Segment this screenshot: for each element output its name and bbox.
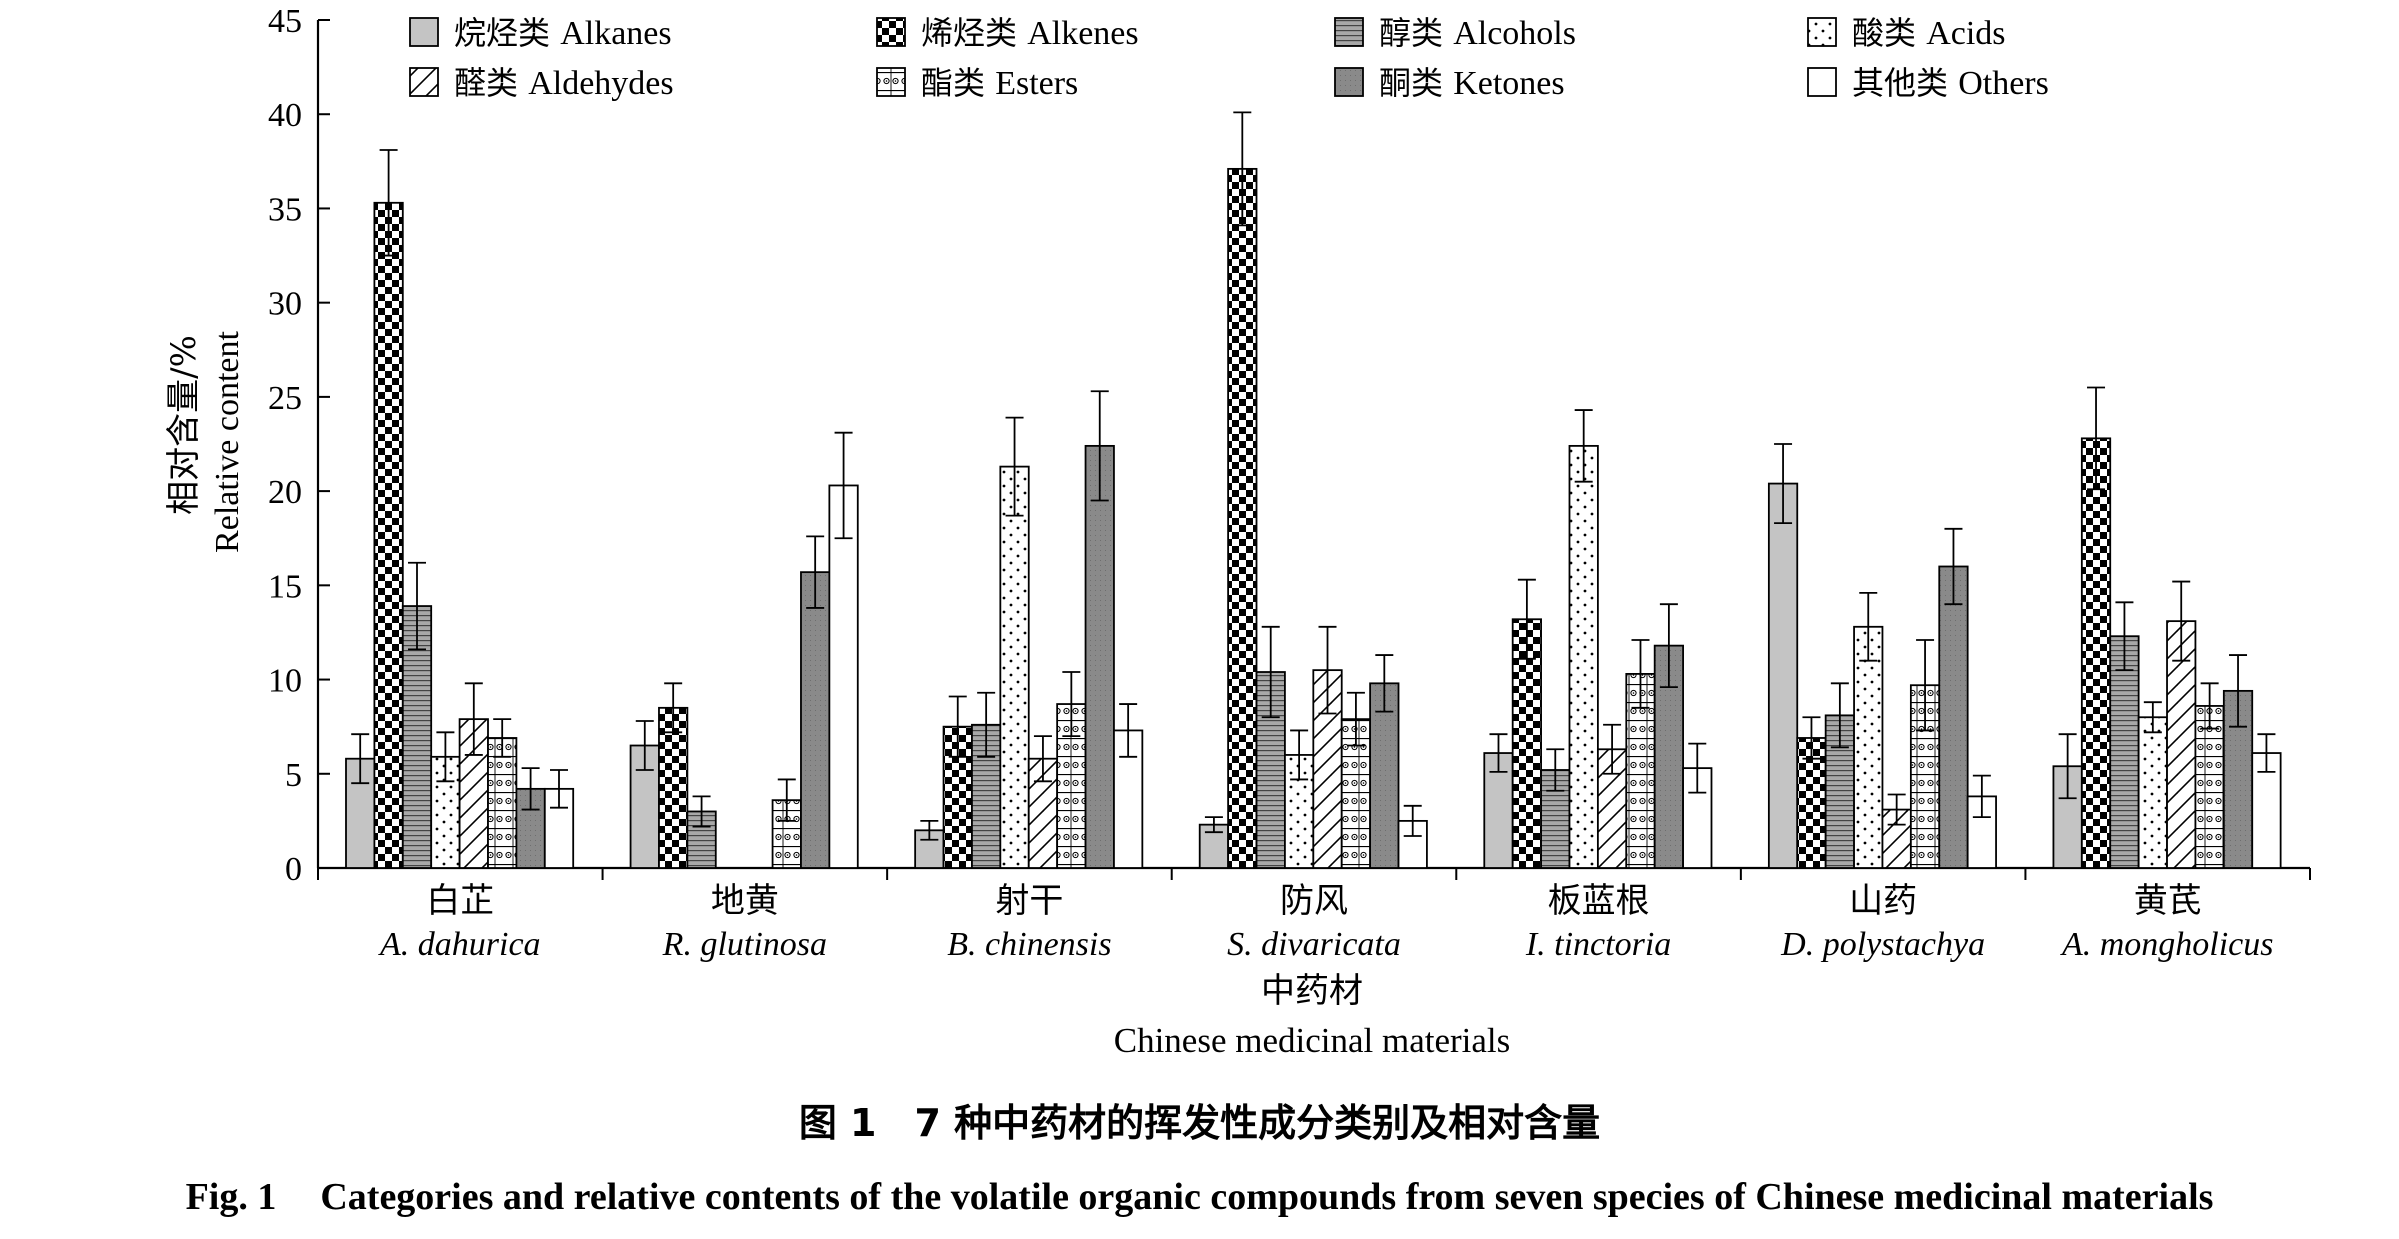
category-label-cn: 防风 [1280,881,1348,921]
legend-label: 醇类 Alcohols [1379,14,1576,52]
category-label-latin: D. polystachya [1780,926,1985,963]
legend-label: 酯类 Esters [921,64,1078,102]
legend-swatch [876,67,906,97]
y-tick-label: 30 [268,286,302,323]
legend-swatch [1334,67,1364,97]
bar [2137,716,2168,869]
legend-swatch [409,67,439,97]
bar [2080,437,2112,869]
bar [1568,444,1599,869]
x-axis-label-en: Chinese medicinal materials [1114,1021,1511,1060]
y-tick-label: 25 [268,380,302,417]
legend-label: 酮类 Ketones [1379,64,1565,102]
category-label-latin: A. mongholicus [2060,926,2274,963]
category-label-cn: 黄芪 [2134,881,2202,921]
y-tick-label: 35 [268,191,302,228]
y-tick-label: 45 [268,3,302,40]
legend-swatch [409,17,439,47]
legend-label: 其他类 Others [1852,64,2049,102]
category-label-latin: R. glutinosa [662,926,827,963]
y-tick-label: 0 [285,851,302,888]
bars [345,111,2282,869]
y-tick-label: 5 [285,757,302,794]
category-label-cn: 地黄 [711,881,779,921]
legend-label: 烷烃类 Alkanes [454,14,672,52]
y-tick-label: 15 [268,568,302,605]
bar [1853,625,1884,869]
legend-label: 烯烃类 Alkenes [921,14,1139,52]
x-axis-label-cn: 中药材 [1261,971,1363,1011]
figure-caption-en: Fig. 1 Categories and relative contents o… [0,1175,2399,1219]
y-axis-label-cn: 相对含量/% [164,335,204,515]
bar [800,571,831,869]
category-label-cn: 白芷 [426,881,494,921]
y-tick-label: 20 [268,474,302,511]
bar [1938,565,1969,869]
category-label-latin: B. chinensis [947,926,1111,963]
legend-swatch [876,17,906,47]
category-label-latin: A. dahurica [378,926,541,963]
legend-swatch [1334,17,1364,47]
bar [1397,819,1428,869]
legend: 烷烃类 Alkanes 烯烃类 Alkenes 醇类 Alcohols 酸类 Acid… [409,14,2049,102]
figure-number: Fig. 1 [185,1176,277,1218]
category-label-cn: 射干 [995,881,1063,921]
category-label-latin: S. divaricata [1227,926,1401,963]
legend-label: 醛类 Aldehydes [454,64,674,102]
axes: 0 5 10 15 20 25 30 35 40 45 白芷 A. dahurica 地黄 R. glut… [268,3,2311,963]
figure-caption-cn: 图 1 7 种中药材的挥发性成分类别及相对含量 [798,1101,1601,1145]
category-label-latin: I. tinctoria [1525,926,1671,963]
bar [1227,167,1258,869]
bar [828,484,859,869]
legend-swatch [1807,17,1837,47]
legend-label: 酸类 Acids [1852,14,2006,52]
figure-caption-text: Categories and relative contents of the … [320,1176,2214,1218]
category-label-cn: 板蓝根 [1548,881,1650,921]
bar [373,201,404,869]
bar [1369,682,1400,869]
category-label-cn: 山药 [1849,881,1917,921]
bar [1767,482,1799,869]
y-tick-label: 40 [268,97,302,134]
bar [487,737,518,869]
bar [2194,705,2225,869]
grouped-bar-chart: 0 5 10 15 20 25 30 35 40 45 白芷 A. dahurica 地黄 R. glut… [164,3,2311,1060]
y-tick-label: 10 [268,663,302,700]
y-axis-label-en: Relative content [209,331,246,553]
bar [999,465,1030,869]
bar [1084,444,1115,869]
legend-swatch [1807,67,1837,97]
